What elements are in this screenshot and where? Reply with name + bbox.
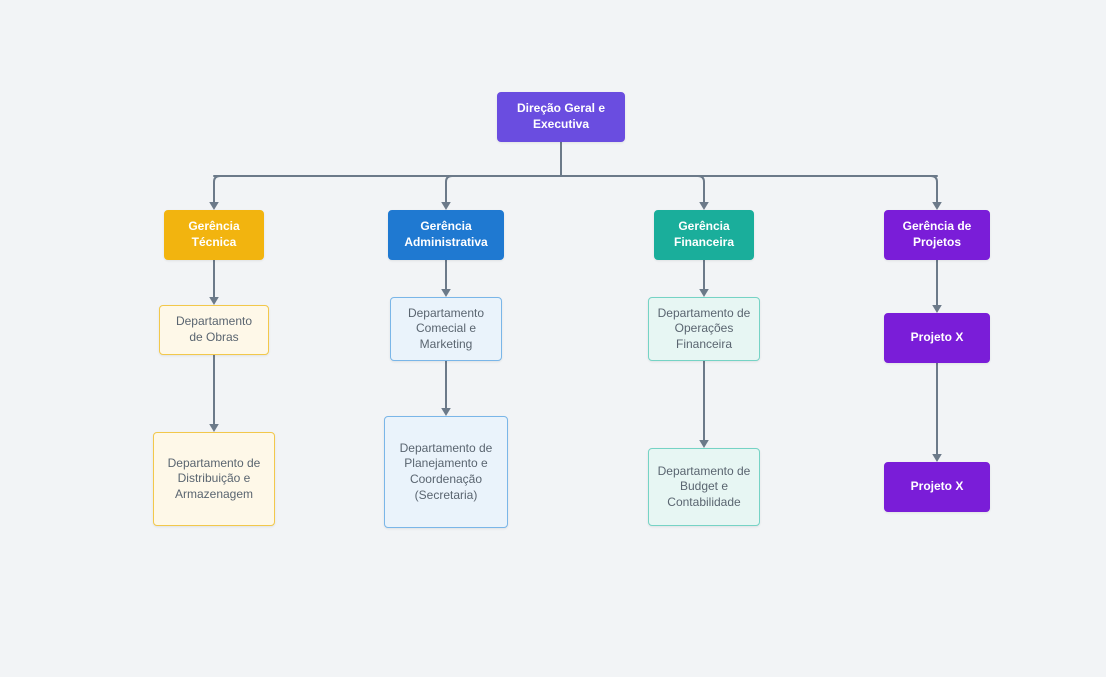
node-label: Departamento Comecial e Marketing xyxy=(399,306,493,353)
node-dep_dist: Departamento de Distribuição e Armazenag… xyxy=(153,432,275,526)
node-ger_tec: Gerência Técnica xyxy=(164,210,264,260)
node-label: Projeto X xyxy=(893,330,981,346)
node-label: Departamento de Distribuição e Armazenag… xyxy=(162,456,266,503)
node-label: Gerência Administrativa xyxy=(397,219,495,250)
node-label: Departamento de Planejamento e Coordenaç… xyxy=(393,441,499,503)
node-ger_proj: Gerência de Projetos xyxy=(884,210,990,260)
node-label: Projeto X xyxy=(893,479,981,495)
node-dep_plan: Departamento de Planejamento e Coordenaç… xyxy=(384,416,508,528)
node-label: Gerência Financeira xyxy=(663,219,745,250)
node-dep_obras: Departamento de Obras xyxy=(159,305,269,355)
node-label: Departamento de Operações Financeira xyxy=(657,306,751,353)
node-proj_x1: Projeto X xyxy=(884,313,990,363)
node-label: Departamento de Budget e Contabilidade xyxy=(657,464,751,511)
node-label: Direção Geral e Executiva xyxy=(506,101,616,132)
node-label: Departamento de Obras xyxy=(168,314,260,345)
node-proj_x2: Projeto X xyxy=(884,462,990,512)
node-ger_fin: Gerência Financeira xyxy=(654,210,754,260)
node-dep_com: Departamento Comecial e Marketing xyxy=(390,297,502,361)
node-label: Gerência Técnica xyxy=(173,219,255,250)
org-chart-canvas: Direção Geral e Executiva Gerência Técnic… xyxy=(0,0,1106,677)
node-dep_opfin: Departamento de Operações Financeira xyxy=(648,297,760,361)
node-label: Gerência de Projetos xyxy=(893,219,981,250)
node-ger_adm: Gerência Administrativa xyxy=(388,210,504,260)
node-dep_budget: Departamento de Budget e Contabilidade xyxy=(648,448,760,526)
node-root: Direção Geral e Executiva xyxy=(497,92,625,142)
